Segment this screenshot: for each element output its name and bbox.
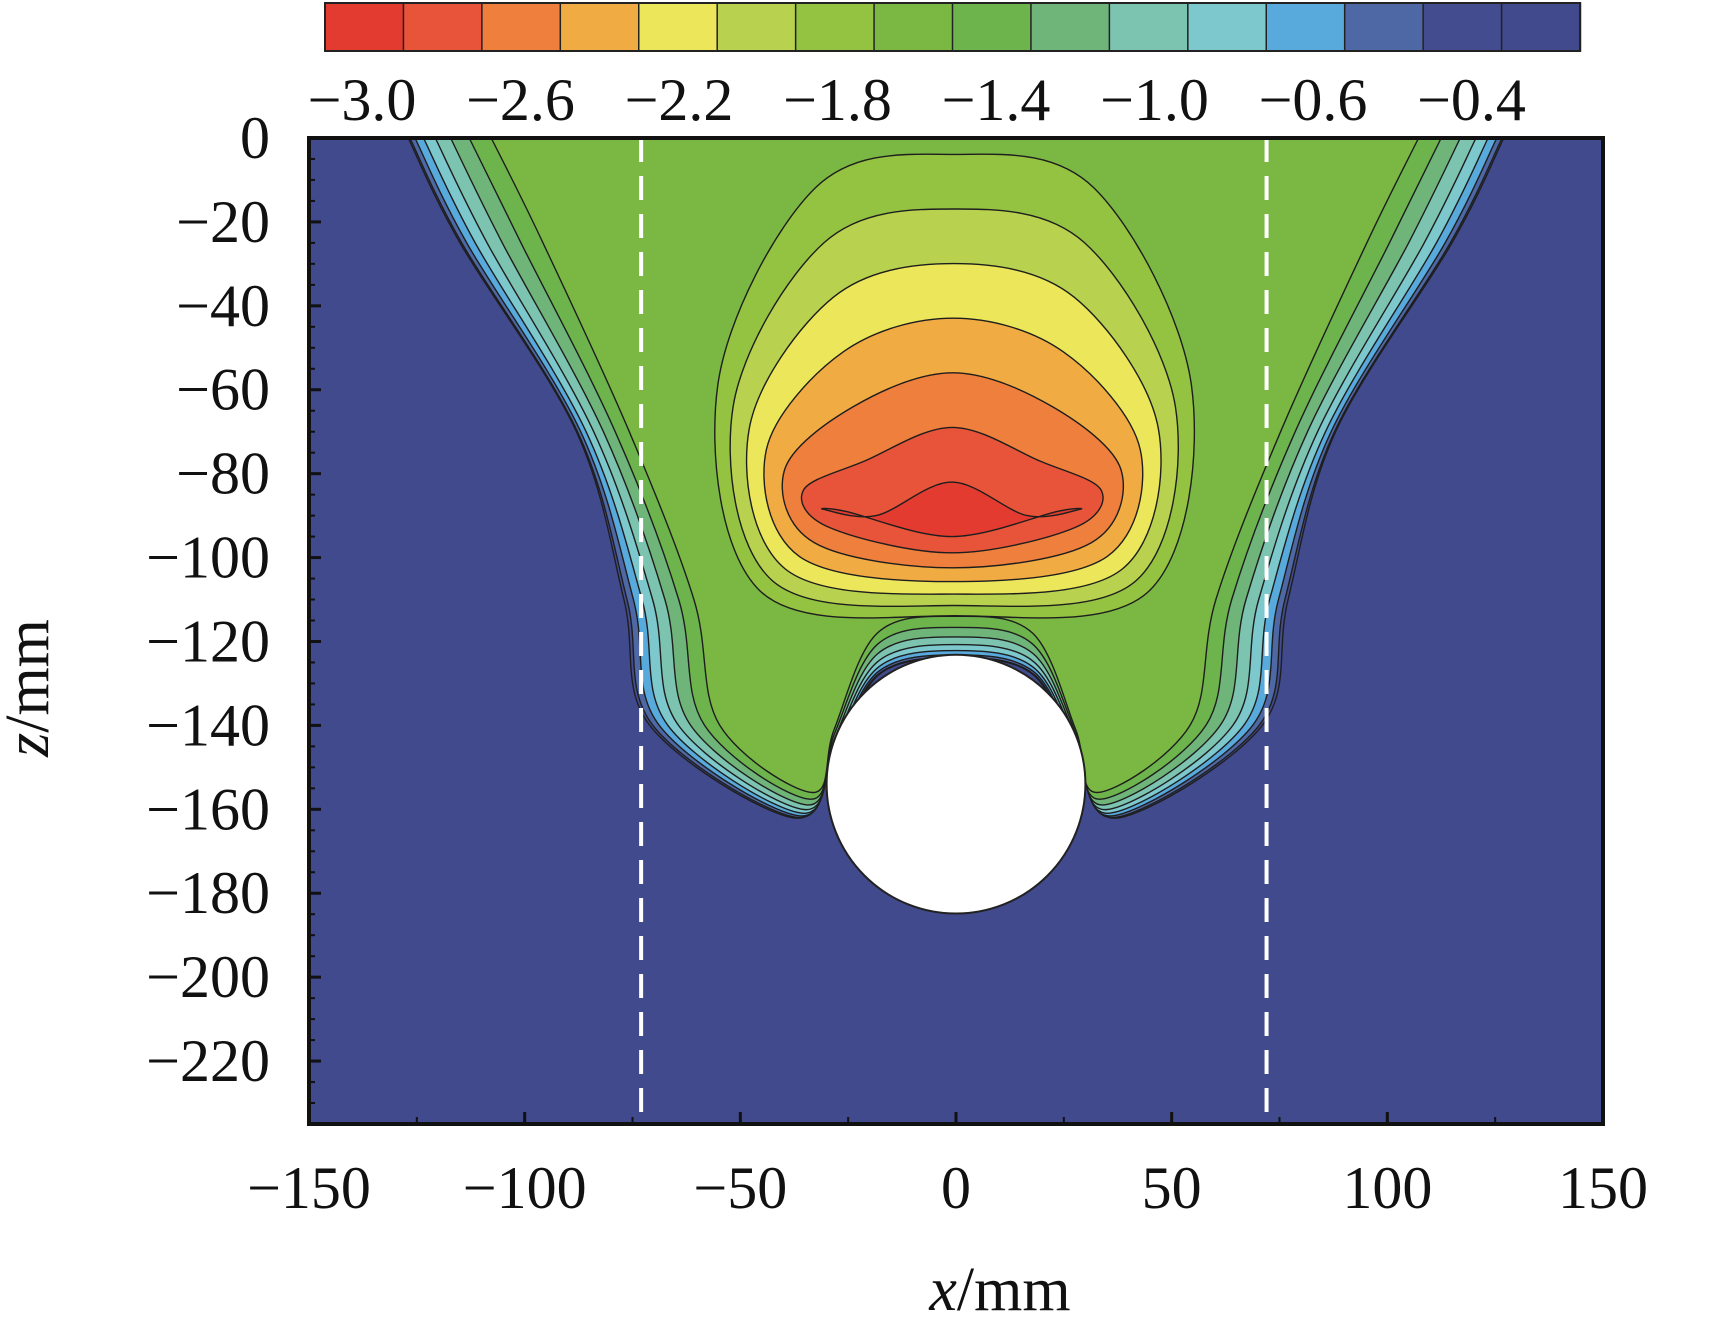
x-tick-label: −100 xyxy=(463,1155,587,1221)
colorbar-tick-label: −2.6 xyxy=(466,67,575,133)
y-tick-label: −100 xyxy=(146,525,270,591)
colorbar xyxy=(324,2,1582,52)
colorbar-tick-label: −1.4 xyxy=(942,67,1051,133)
y-tick-label: −80 xyxy=(176,441,270,507)
colorbar-swatch xyxy=(1500,2,1582,52)
y-axis-label-var: z xyxy=(0,733,62,758)
colorbar-swatch xyxy=(951,2,1033,52)
x-axis-label: x/mm xyxy=(928,1256,1070,1324)
y-axis-label: z/mm xyxy=(0,619,62,758)
colorbar-swatch xyxy=(794,2,876,52)
y-tick-label: −200 xyxy=(146,944,270,1010)
colorbar-tick-label: −1.8 xyxy=(783,67,892,133)
y-tick-label: −220 xyxy=(146,1028,270,1094)
contour-band xyxy=(821,481,1083,538)
colorbar-swatch xyxy=(873,2,954,52)
colorbar-tick-label: −0.4 xyxy=(1417,67,1526,133)
x-tick-label: −150 xyxy=(247,1155,371,1221)
colorbar-swatch xyxy=(402,2,484,52)
colorbar-tick-labels: −3.0 −2.6 −2.2 −1.8 −1.4 −1.0 −0.6 −0.4 xyxy=(308,67,1526,133)
colorbar-swatch xyxy=(1030,2,1111,52)
x-axis-label-var: x xyxy=(928,1256,957,1324)
y-axis-label-unit: /mm xyxy=(0,619,62,733)
colorbar-tick-label: −0.6 xyxy=(1259,67,1368,133)
colorbar-swatch xyxy=(481,2,562,52)
plot-area xyxy=(309,138,1603,1124)
x-axis-label-unit: /mm xyxy=(957,1256,1071,1324)
x-tick-label: 50 xyxy=(1142,1155,1202,1221)
y-tick-label: −20 xyxy=(176,189,270,255)
colorbar-swatch xyxy=(1343,2,1425,52)
x-tick-label: −50 xyxy=(693,1155,787,1221)
colorbar-swatch xyxy=(716,2,797,52)
y-tick-label: −40 xyxy=(176,273,270,339)
colorbar-swatch xyxy=(1265,2,1346,52)
colorbar-tick-label: −2.2 xyxy=(625,67,734,133)
colorbar-swatch xyxy=(638,2,719,52)
obstacle-circle xyxy=(825,653,1087,915)
y-tick-label: −180 xyxy=(146,860,270,926)
y-tick-label: −60 xyxy=(176,357,270,423)
y-tick-label: −140 xyxy=(146,692,270,758)
x-tick-label: 0 xyxy=(941,1155,971,1221)
colorbar-swatch xyxy=(1108,2,1190,52)
y-tick-label: 0 xyxy=(240,105,270,171)
colorbar-swatch xyxy=(559,2,640,52)
y-tick-label: −160 xyxy=(146,776,270,842)
colorbar-swatch xyxy=(1187,2,1268,52)
x-tick-label: 100 xyxy=(1342,1155,1432,1221)
colorbar-tick-label: −3.0 xyxy=(308,67,417,133)
colorbar-swatch xyxy=(1422,2,1503,52)
colorbar-border xyxy=(324,2,1581,52)
colorbar-swatch xyxy=(324,2,405,52)
y-tick-label: −120 xyxy=(146,608,270,674)
colorbar-tick-label: −1.0 xyxy=(1100,67,1209,133)
x-tick-label: 150 xyxy=(1558,1155,1648,1221)
y-axis: 0 −20 −40 −60 −80 −100 −120 −140 −160 −180 −200 −22… xyxy=(146,105,321,1105)
x-axis: −150 −100 −50 0 50 100 150 xyxy=(247,1112,1648,1221)
